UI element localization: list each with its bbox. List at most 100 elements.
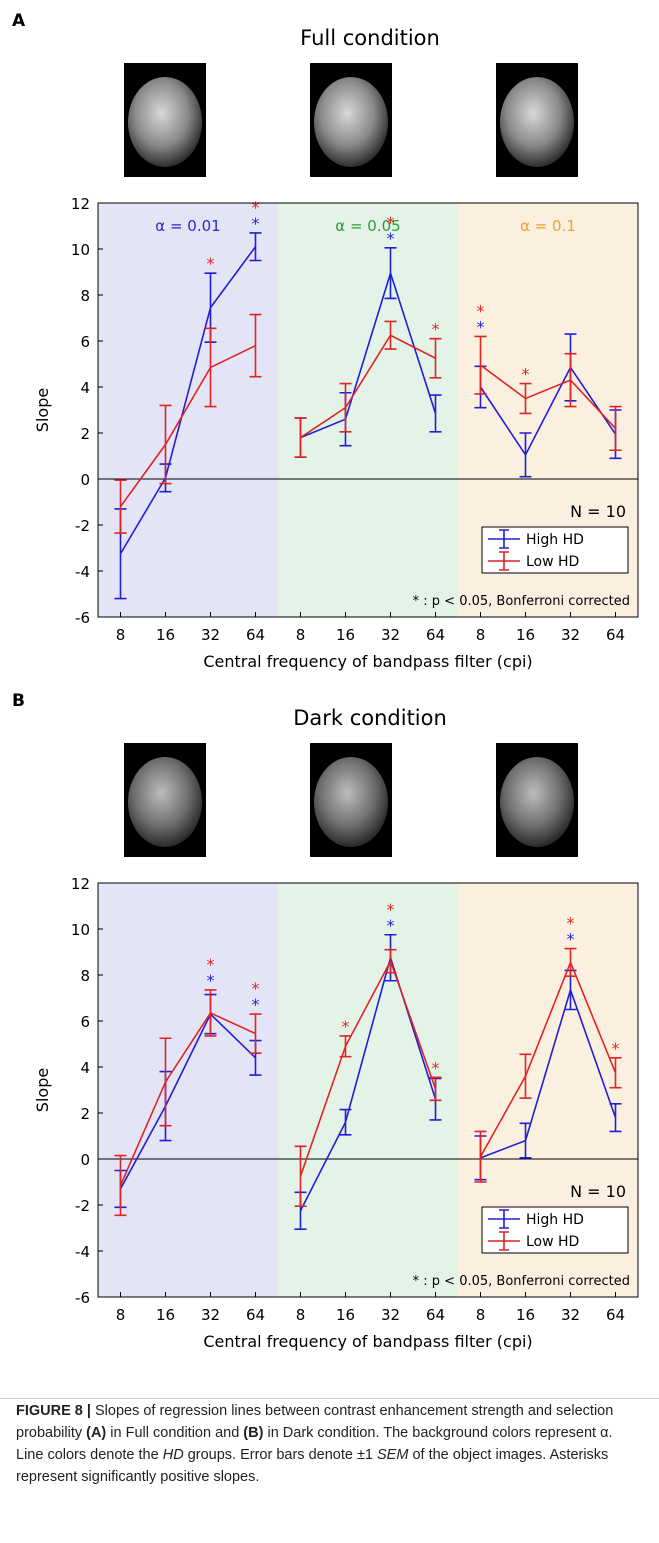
series-line xyxy=(299,959,437,1177)
x-tick-label: 32 xyxy=(381,626,400,644)
x-tick-label: 16 xyxy=(516,626,535,644)
y-tick-label: 8 xyxy=(80,287,90,305)
significance-marker: * xyxy=(252,214,260,233)
error-bar xyxy=(114,1154,127,1217)
caption-text: in Dark condition. The background colors… xyxy=(16,1425,613,1463)
caption-text: in Full condition and xyxy=(106,1425,244,1441)
y-tick-label: 4 xyxy=(80,1059,90,1077)
significance-marker: * xyxy=(477,301,485,320)
error-bar xyxy=(609,405,622,452)
legend-swatch xyxy=(488,1231,520,1251)
y-tick-label: 0 xyxy=(80,471,90,489)
error-bar xyxy=(339,1035,352,1058)
figure: A Full condition α = 0.01 α = 0.05 α = 0.1 -6… xyxy=(12,11,639,1351)
significance-marker: * xyxy=(432,1058,440,1077)
x-tick-label: 8 xyxy=(476,1306,486,1324)
error-bar xyxy=(519,382,532,415)
panel-label: B xyxy=(12,691,25,711)
legend-box xyxy=(481,526,629,574)
error-bar xyxy=(114,479,127,534)
region-label: α = 0.05 xyxy=(335,217,400,235)
stimulus-images xyxy=(124,63,578,177)
footnote: * : p < 0.05, Bonferroni corrected xyxy=(413,594,630,609)
error-bar xyxy=(564,947,577,977)
y-tick-label: -6 xyxy=(75,1289,90,1307)
x-tick-label: 64 xyxy=(426,1306,445,1324)
significance-marker: * xyxy=(252,995,260,1014)
error-bar xyxy=(249,313,262,378)
series-line xyxy=(119,344,256,508)
region-label: α = 0.1 xyxy=(520,217,576,235)
significance-marker: * xyxy=(387,213,395,232)
error-bar xyxy=(339,1108,352,1136)
error-bar xyxy=(429,1076,442,1102)
series-line xyxy=(119,1012,257,1190)
error-bar xyxy=(159,1037,172,1127)
x-tick-label: 8 xyxy=(296,626,306,644)
significance-marker: * xyxy=(207,254,215,273)
error-bar xyxy=(609,1057,622,1089)
significance-marker: * xyxy=(477,317,485,336)
region-background xyxy=(278,203,458,617)
error-bar xyxy=(204,989,217,1037)
y-tick-label: 6 xyxy=(80,1013,90,1031)
caption-text: (A) xyxy=(86,1425,107,1441)
y-tick-label: -2 xyxy=(75,1197,90,1215)
legend: High HD Low HD xyxy=(481,526,629,574)
legend-swatch xyxy=(488,1209,520,1229)
x-tick-label: 8 xyxy=(116,626,126,644)
caption-text: groups. Error bars denote ±1 xyxy=(183,1447,378,1463)
significance-marker: * xyxy=(522,365,530,384)
caption-text: (B) xyxy=(243,1425,264,1441)
error-bar xyxy=(339,382,352,433)
significance-marker: * xyxy=(387,916,395,935)
error-bar xyxy=(249,232,262,262)
x-tick-label: 16 xyxy=(156,1306,175,1324)
error-bar xyxy=(519,1122,532,1159)
chart-title: Full condition xyxy=(300,26,440,50)
y-tick-label: 12 xyxy=(71,875,90,893)
x-tick-label: 64 xyxy=(606,1306,625,1324)
y-tick-label: 4 xyxy=(80,379,90,397)
x-tick-label: 64 xyxy=(246,626,265,644)
caption-text: HD xyxy=(162,1447,184,1463)
y-tick-label: 6 xyxy=(80,333,90,351)
error-bar xyxy=(429,337,442,379)
y-tick-label: -4 xyxy=(75,563,90,581)
y-tick-label: 0 xyxy=(80,1151,90,1169)
error-bar xyxy=(474,1130,487,1183)
y-tick-label: 2 xyxy=(80,1105,90,1123)
series-line xyxy=(119,246,257,555)
x-tick-label: 32 xyxy=(381,1306,400,1324)
y-tick-label: 8 xyxy=(80,967,90,985)
panel-label: A xyxy=(12,11,26,31)
chart-title: Dark condition xyxy=(293,706,447,730)
x-tick-label: 64 xyxy=(426,626,445,644)
caption-text: SEM xyxy=(377,1447,409,1463)
series-line xyxy=(119,1011,256,1186)
stimulus-images xyxy=(124,743,578,857)
legend-swatch xyxy=(488,529,520,549)
y-tick-label: -6 xyxy=(75,609,90,627)
significance-marker: * xyxy=(387,900,395,919)
region-background xyxy=(278,883,458,1297)
y-axis-label: Slope xyxy=(33,1068,52,1112)
error-bar xyxy=(384,247,397,300)
legend-label: High HD xyxy=(526,1212,584,1228)
y-axis-label: Slope xyxy=(33,388,52,432)
chart: A Full condition α = 0.01 α = 0.05 α = 0.1 -6… xyxy=(12,11,639,671)
x-tick-label: 64 xyxy=(606,626,625,644)
y-tick-label: 10 xyxy=(71,241,90,259)
x-tick-label: 8 xyxy=(296,1306,306,1324)
error-bar xyxy=(474,335,487,395)
region-background xyxy=(98,883,278,1297)
caption: FIGURE 8 | Slopes of regression lines be… xyxy=(16,1400,642,1488)
x-tick-label: 16 xyxy=(336,626,355,644)
x-tick-label: 16 xyxy=(156,626,175,644)
divider xyxy=(0,1398,659,1399)
legend-label: High HD xyxy=(526,532,584,548)
series-line xyxy=(480,987,617,1159)
error-bar xyxy=(609,1103,622,1133)
error-bar xyxy=(564,352,577,408)
